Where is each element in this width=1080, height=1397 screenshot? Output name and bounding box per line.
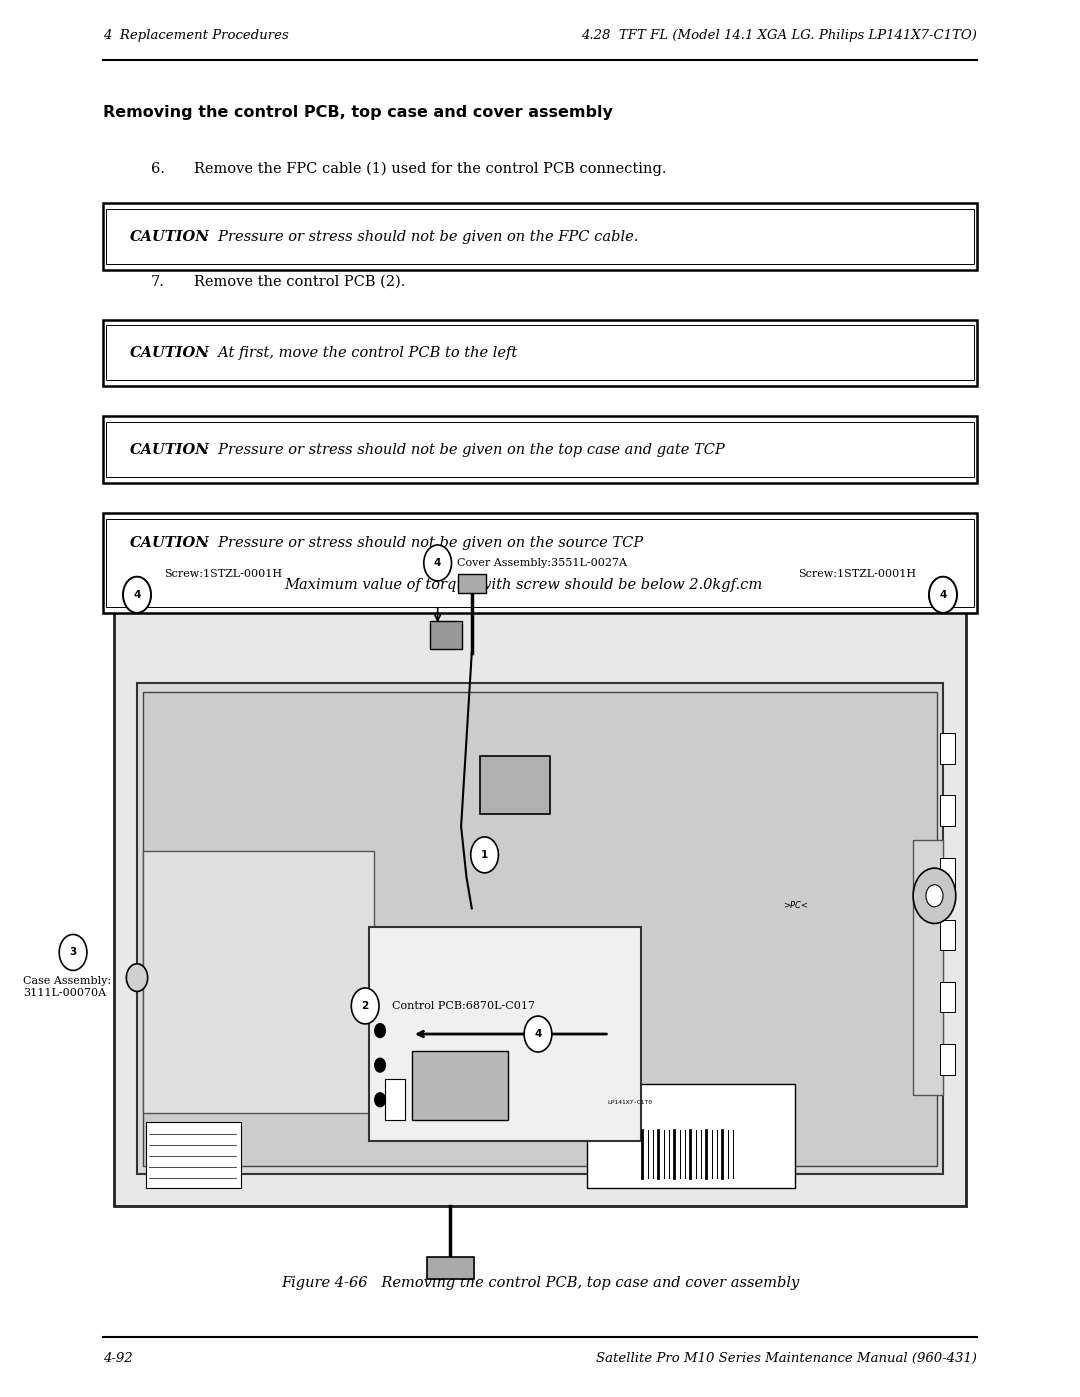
Text: Control PCB:6870L-C017: Control PCB:6870L-C017	[392, 1000, 535, 1011]
Text: 4: 4	[133, 590, 140, 599]
Circle shape	[131, 587, 144, 604]
Circle shape	[913, 868, 956, 923]
Text: 9.: 9.	[151, 465, 165, 479]
Circle shape	[929, 577, 957, 613]
Text: CAUTION: CAUTION	[130, 536, 210, 550]
FancyBboxPatch shape	[113, 584, 967, 1206]
FancyBboxPatch shape	[103, 204, 977, 270]
Text: Figure 4-66   Removing the control PCB, top case and cover assembly: Figure 4-66 Removing the control PCB, to…	[281, 1277, 799, 1291]
Text: 4  Replacement Procedures: 4 Replacement Procedures	[103, 28, 288, 42]
Circle shape	[926, 884, 943, 907]
Text: Remove the FPC cable (1) used for the control PCB connecting.: Remove the FPC cable (1) used for the co…	[193, 161, 666, 176]
Circle shape	[524, 1016, 552, 1052]
Text: 1: 1	[481, 849, 488, 861]
FancyBboxPatch shape	[940, 982, 955, 1013]
FancyBboxPatch shape	[144, 692, 936, 1166]
FancyBboxPatch shape	[940, 858, 955, 888]
FancyBboxPatch shape	[481, 756, 550, 814]
Text: :  Pressure or stress should not be given on the FPC cable.: : Pressure or stress should not be given…	[204, 229, 638, 243]
Circle shape	[351, 988, 379, 1024]
FancyBboxPatch shape	[103, 416, 977, 483]
Text: 8.: 8.	[151, 372, 165, 386]
FancyBboxPatch shape	[137, 683, 943, 1175]
FancyBboxPatch shape	[103, 320, 977, 386]
Text: 2: 2	[362, 1000, 368, 1011]
Circle shape	[471, 837, 499, 873]
Circle shape	[375, 1092, 386, 1106]
Text: CAUTION: CAUTION	[130, 443, 210, 457]
Text: >PC<: >PC<	[783, 901, 808, 909]
Text: Maximum value of torque with screw should be below 2.0kgf.cm: Maximum value of torque with screw shoul…	[284, 578, 762, 592]
Circle shape	[123, 577, 151, 613]
Text: Satellite Pro M10 Series Maintenance Manual (960-431): Satellite Pro M10 Series Maintenance Man…	[596, 1352, 977, 1365]
FancyBboxPatch shape	[940, 1045, 955, 1074]
Text: 3: 3	[69, 947, 77, 957]
Circle shape	[375, 1059, 386, 1071]
Circle shape	[375, 1024, 386, 1038]
Text: LP141X7-C1T0: LP141X7-C1T0	[607, 1099, 652, 1105]
Text: 7.: 7.	[151, 275, 165, 289]
Text: CAUTION: CAUTION	[130, 345, 210, 359]
FancyBboxPatch shape	[458, 574, 486, 594]
Text: 4.28  TFT FL (Model 14.1 XGA LG. Philips LP141X7-C1TO): 4.28 TFT FL (Model 14.1 XGA LG. Philips …	[581, 28, 977, 42]
FancyBboxPatch shape	[106, 518, 974, 608]
Text: CAUTION: CAUTION	[130, 229, 210, 243]
Text: Screw:1STZL-0001H: Screw:1STZL-0001H	[164, 569, 282, 578]
FancyBboxPatch shape	[430, 622, 462, 648]
FancyBboxPatch shape	[106, 210, 974, 264]
Text: Cover Assembly:3551L-0027A: Cover Assembly:3551L-0027A	[457, 557, 626, 569]
Circle shape	[936, 587, 949, 604]
FancyBboxPatch shape	[413, 1052, 508, 1120]
Text: Case Assembly:
3111L-00070A: Case Assembly: 3111L-00070A	[23, 977, 111, 997]
FancyBboxPatch shape	[940, 795, 955, 826]
Text: :  Pressure or stress should not be given on the source TCP: : Pressure or stress should not be given…	[204, 536, 644, 550]
Text: 4: 4	[940, 590, 947, 599]
Text: :  Pressure or stress should not be given on the top case and gate TCP: : Pressure or stress should not be given…	[204, 443, 725, 457]
Circle shape	[929, 577, 957, 613]
Text: :  At first, move the control PCB to the left: : At first, move the control PCB to the …	[204, 345, 517, 359]
FancyBboxPatch shape	[586, 1084, 795, 1187]
Text: Remove the screw and cover assembly (4).: Remove the screw and cover assembly (4).	[193, 464, 511, 479]
FancyBboxPatch shape	[369, 926, 642, 1141]
Text: 4: 4	[535, 1030, 542, 1039]
Circle shape	[423, 545, 451, 581]
FancyBboxPatch shape	[146, 1122, 242, 1187]
FancyBboxPatch shape	[913, 840, 943, 1095]
FancyBboxPatch shape	[106, 422, 974, 478]
Text: 6.: 6.	[151, 162, 165, 176]
Text: 4: 4	[434, 557, 442, 569]
FancyBboxPatch shape	[940, 919, 955, 950]
Text: Removing the control PCB, top case and cover assembly: Removing the control PCB, top case and c…	[103, 105, 612, 120]
FancyBboxPatch shape	[103, 513, 977, 613]
FancyBboxPatch shape	[106, 326, 974, 380]
FancyBboxPatch shape	[144, 851, 374, 1113]
Text: 4-92: 4-92	[103, 1352, 133, 1365]
FancyBboxPatch shape	[427, 1257, 474, 1280]
Circle shape	[126, 964, 148, 992]
Text: Screw:1STZL-0001H: Screw:1STZL-0001H	[798, 569, 916, 578]
FancyBboxPatch shape	[386, 1078, 405, 1120]
Circle shape	[59, 935, 86, 971]
Text: Remove the top case (3): Remove the top case (3)	[193, 372, 373, 386]
Circle shape	[123, 577, 151, 613]
Text: Remove the control PCB (2).: Remove the control PCB (2).	[193, 275, 405, 289]
FancyBboxPatch shape	[940, 733, 955, 764]
